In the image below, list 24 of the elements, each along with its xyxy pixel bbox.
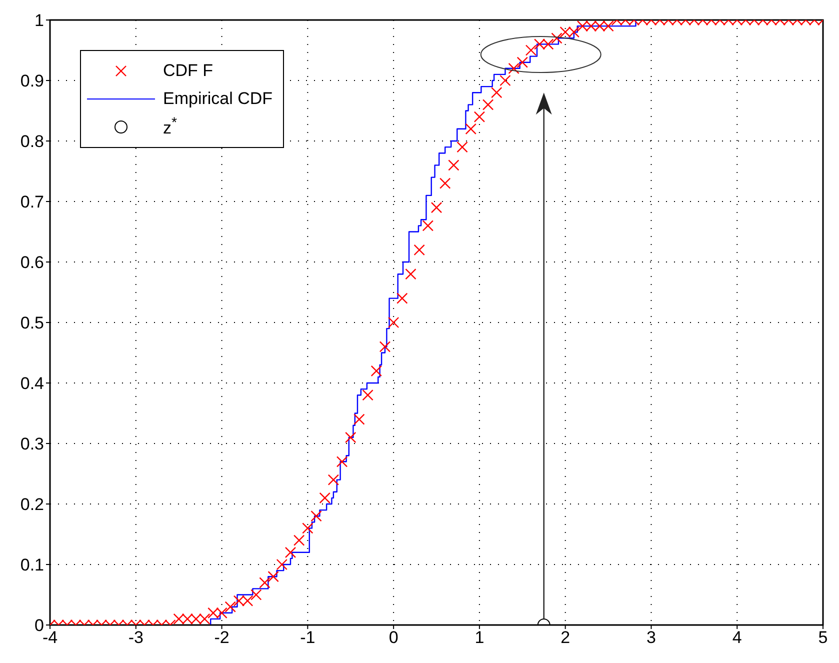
x-tick-label: 3 [646,628,656,648]
y-tick-label: 0.4 [20,374,44,394]
x-tick-label: 5 [818,628,828,648]
y-tick-label: 0.9 [20,72,44,91]
y-tick-label: 1 [34,11,44,30]
legend-label: z$^{*}$ [163,115,178,139]
y-tick-label: 0.3 [20,434,44,454]
y-tick-label: 0.7 [20,192,44,212]
legend-label: Empirical CDF [163,89,273,109]
y-tick-label: 0.8 [20,132,44,152]
x-tick-label: 1 [474,628,484,648]
y-tick-label: 0 [34,616,44,636]
y-tick-label: 0.5 [20,314,44,333]
x-tick-label: -3 [128,628,144,648]
y-tick-label: 0.6 [20,253,44,272]
y-tick-label: 0.1 [20,556,44,575]
x-tick-label: 0 [388,628,398,648]
x-tick-label: -2 [214,628,230,648]
x-tick-label: 2 [560,628,570,648]
x-tick-label: -4 [42,628,58,648]
x-tick-label: -1 [300,628,316,648]
legend-label: CDF F [163,61,214,81]
y-tick-label: 0.2 [20,495,44,514]
x-tick-label: 4 [732,628,742,648]
